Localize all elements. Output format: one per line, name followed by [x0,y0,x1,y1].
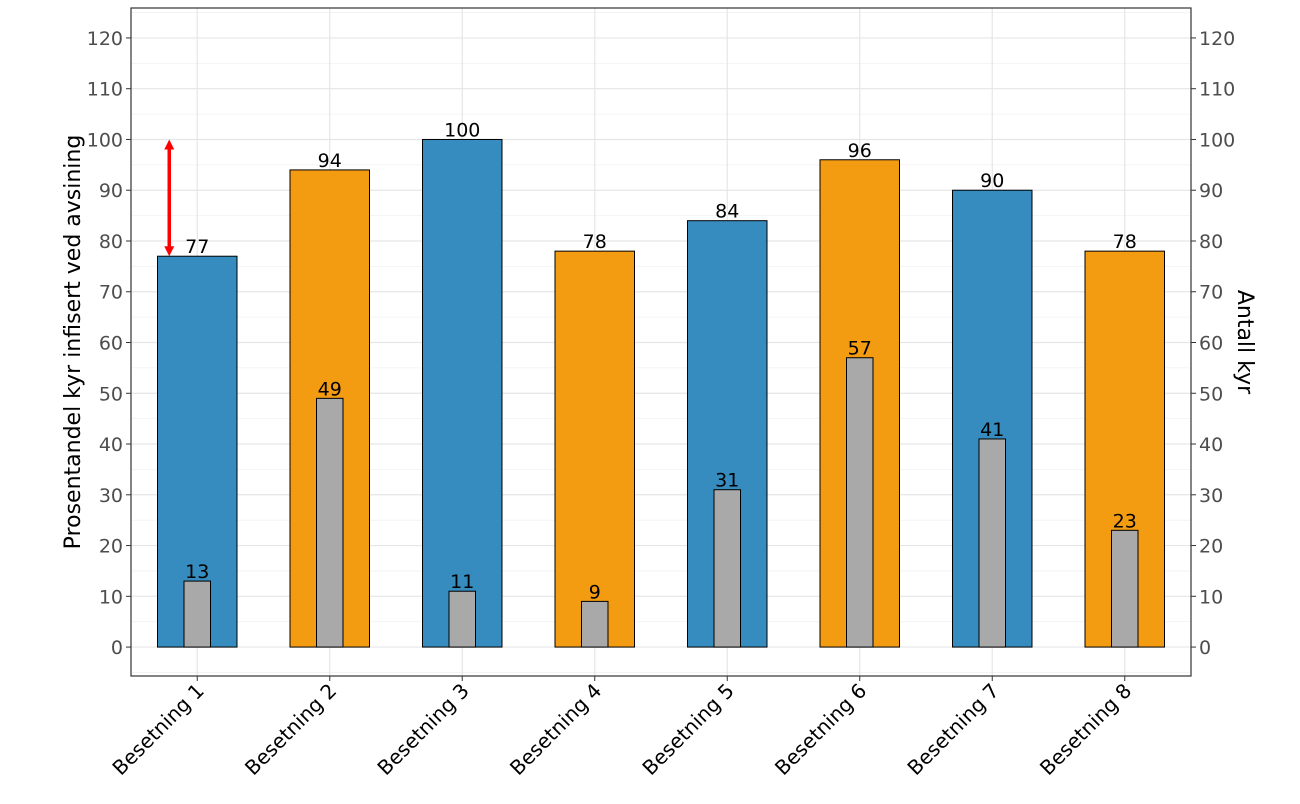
bar-count [713,489,741,648]
y-tick-label: 20 [99,536,123,558]
y-axis-left: 0 10 20 30 40 50 60 70 80 90 100 110 120 [87,28,131,659]
arrow-head-down-icon [164,246,175,257]
arrow-head-up-icon [164,139,175,150]
y-tick-label: 40 [99,434,123,456]
data-label-percent: 90 [980,170,1004,192]
bar-percent [422,138,503,648]
x-tick-label: Besetning 8 [1035,679,1136,780]
y-tick-label-right: 30 [1199,485,1223,507]
y-tick-label: 30 [99,485,123,507]
bar-count [1111,529,1139,648]
y-tick-label-right: 10 [1199,586,1223,608]
y-axis-label-right: Antall kyr [1232,290,1257,395]
data-label-count: 41 [980,419,1004,441]
bar-count [448,590,476,648]
y-tick-label-right: 90 [1199,180,1223,202]
data-label-percent: 78 [1113,231,1137,253]
x-tick-label: Besetning 3 [372,679,473,780]
data-label-count: 13 [185,561,209,583]
data-label-percent: 77 [185,236,209,258]
data-label-count: 9 [589,581,601,603]
plot-border [130,7,1192,677]
data-labels: 77 13 94 49 100 11 78 9 84 31 96 57 90 41 78 23 [185,119,1137,603]
data-label-percent: 94 [318,150,342,172]
data-label-count: 31 [715,470,739,492]
y-tick-label-right: 110 [1199,79,1235,101]
x-tick-label: Besetning 1 [107,679,208,780]
y-tick-label-right: 0 [1199,637,1211,659]
y-tick-label: 10 [99,586,123,608]
y-tick-label: 80 [99,231,123,253]
x-tick-label: Besetning 6 [770,679,871,780]
x-tick-label: Besetning 4 [505,679,606,780]
y-tick-label-right: 80 [1199,231,1223,253]
y-tick-label: 0 [111,637,123,659]
bars [157,138,1165,648]
x-tick-label: Besetning 5 [637,679,738,780]
x-tick-label: Besetning 7 [902,679,1003,780]
y-tick-label-right: 50 [1199,383,1223,405]
y-tick-label: 120 [87,28,123,50]
bar-count [183,580,211,648]
bar-count [978,438,1006,648]
y-tick-label: 100 [87,129,123,151]
data-label-count: 49 [318,378,342,400]
data-label-percent: 78 [583,231,607,253]
bar-count [316,397,344,648]
y-tick-label-right: 70 [1199,282,1223,304]
y-axis-right: 0 10 20 30 40 50 60 70 80 90 100 110 120 [1191,28,1235,659]
data-label-count: 57 [848,338,872,360]
y-tick-label: 60 [99,333,123,355]
x-tick-label: Besetning 2 [240,679,341,780]
y-tick-label: 70 [99,282,123,304]
x-axis: Besetning 1 Besetning 2 Besetning 3 Besetni… [107,676,1136,780]
y-tick-label: 110 [87,79,123,101]
data-label-percent: 84 [715,201,739,223]
data-label-percent: 96 [848,140,872,162]
data-label-percent: 100 [444,119,480,141]
y-tick-label: 90 [99,180,123,202]
y-axis-label-left: Prosentandel kyr infisert ved avsining [61,135,86,550]
y-tick-label-right: 120 [1199,28,1235,50]
y-tick-label-right: 20 [1199,536,1223,558]
data-label-count: 11 [450,571,474,593]
annotation [164,139,175,257]
y-tick-label-right: 60 [1199,333,1223,355]
bar-count [581,600,609,648]
y-tick-label-right: 40 [1199,434,1223,456]
bar-percent [554,250,635,648]
data-label-count: 23 [1113,510,1137,532]
y-tick-label-right: 100 [1199,129,1235,151]
bar-count [846,357,874,648]
y-tick-label: 50 [99,383,123,405]
